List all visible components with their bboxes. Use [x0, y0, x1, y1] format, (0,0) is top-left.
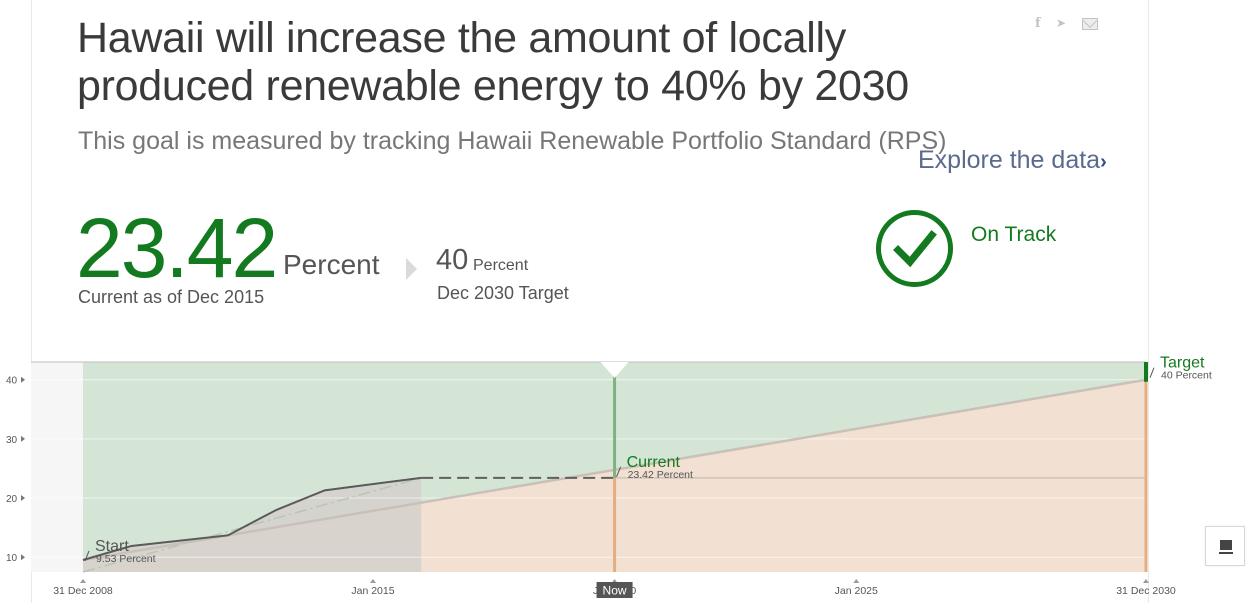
now-label: Now: [603, 584, 627, 598]
current-annotation-tick: [616, 466, 622, 478]
y-tick-label: 10: [6, 553, 18, 564]
start-annotation-tick: [84, 550, 90, 562]
explore-data-label: Explore the data: [918, 146, 1101, 174]
facebook-icon[interactable]: f: [1035, 16, 1041, 31]
history-area: [83, 477, 422, 572]
presentation-button[interactable]: [1205, 526, 1245, 566]
chevron-right-icon: ›: [1100, 151, 1107, 173]
x-tick-marker: [853, 579, 860, 583]
status-label: On Track: [971, 223, 1057, 246]
target-date: Dec 2030 Target: [437, 283, 569, 303]
target-annotation-value: 40 Percent: [1161, 370, 1212, 382]
x-tick-marker: [1143, 579, 1149, 583]
x-tick-label: Jan 2015: [351, 585, 394, 597]
actual-series-line: [82, 476, 422, 561]
current-annotation-value: 23.42 Percent: [628, 469, 693, 481]
y-tick-marker: [21, 554, 25, 561]
email-icon[interactable]: [1082, 18, 1098, 30]
checkmark-icon: [893, 230, 937, 268]
x-tick-label: Jan 2025: [835, 585, 878, 597]
arrow-right-icon: [406, 258, 417, 280]
y-tick-label: 40: [6, 376, 18, 387]
target-annotation-label: Target: [1160, 355, 1205, 372]
goal-title: Hawaii will increase the amount of local…: [77, 14, 909, 110]
x-tick-label: 31 Dec 2008: [53, 585, 113, 597]
goal-subtitle: This goal is measured by tracking Hawaii…: [78, 127, 947, 155]
y-tick-label: 20: [6, 494, 18, 505]
start-annotation-value: 9.53 Percent: [96, 553, 156, 565]
x-tick-label: 31 Dec 2030: [1116, 585, 1176, 597]
twitter-icon[interactable]: ➤: [1056, 16, 1067, 30]
current-as-of: Current as of Dec 2015: [78, 287, 265, 307]
checkmark-circle-icon: [876, 210, 953, 287]
target-unit: Percent: [473, 257, 529, 274]
target-annotation-tick: [1149, 367, 1155, 378]
current-value: 23.42: [76, 201, 278, 295]
trend-line: [82, 477, 422, 573]
now-tag: [596, 582, 633, 598]
y-tick-label: 30: [6, 435, 18, 446]
pre-start-area: [31, 362, 83, 572]
start-annotation-label: Start: [95, 538, 129, 555]
y-tick-marker: [21, 376, 25, 383]
target-value: 40: [436, 244, 469, 276]
now-marker: [600, 362, 629, 378]
y-tick-marker: [21, 495, 25, 502]
target-end-marker: [1144, 362, 1148, 382]
current-unit: Percent: [283, 249, 380, 280]
x-tick-marker: [369, 579, 376, 583]
y-tick-marker: [21, 435, 25, 442]
x-tick-marker: [80, 579, 86, 583]
explore-data-link[interactable]: Explore the data›: [918, 147, 1107, 176]
current-annotation-label: Current: [627, 454, 681, 471]
